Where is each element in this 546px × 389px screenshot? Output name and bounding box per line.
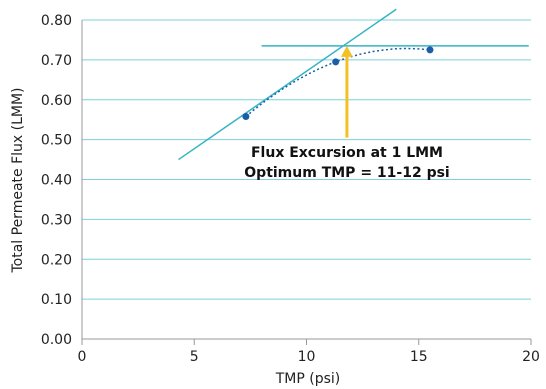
annotation-optimum-tmp: Optimum TMP = 11-12 psi [244, 165, 449, 181]
data-point [426, 46, 434, 54]
reference-lines [178, 8, 529, 161]
y-tick-labels: 0.00 0.10 0.20 0.30 0.40 0.50 0.60 0.70 0.80 [41, 13, 72, 348]
axes [81, 20, 532, 345]
trendline [245, 47, 431, 118]
data-point [332, 58, 340, 66]
x-axis-title: TMP (psi) [275, 371, 341, 387]
arrow-head [340, 45, 353, 57]
y-tick-label: 0.50 [41, 133, 72, 149]
x-tick-label: 0 [78, 349, 87, 365]
annotation-flux-excursion: Flux Excursion at 1 LMM [251, 145, 443, 161]
data-point [242, 112, 250, 120]
x-tick-labels: 0 5 10 15 20 [78, 349, 540, 365]
y-axis-title: Total Permeate Flux (LMM) [10, 87, 26, 273]
y-tick-label: 0.20 [41, 252, 72, 268]
data-points [242, 46, 434, 120]
grid-lines [82, 19, 531, 300]
y-tick-label: 0.40 [41, 173, 72, 189]
x-tick-label: 20 [522, 349, 540, 365]
tmp-arrow [340, 45, 353, 138]
y-tick-label: 0.30 [41, 212, 72, 228]
y-tick-label: 0.60 [41, 93, 72, 109]
y-tick-label: 0.10 [41, 292, 72, 308]
x-tick-label: 15 [410, 349, 428, 365]
y-tick-label: 0.00 [41, 332, 72, 348]
x-tick-label: 10 [298, 349, 316, 365]
y-tick-label: 0.70 [41, 53, 72, 69]
x-tick-label: 5 [190, 349, 199, 365]
y-tick-label: 0.80 [41, 13, 72, 29]
initial-slope-line [178, 8, 397, 161]
